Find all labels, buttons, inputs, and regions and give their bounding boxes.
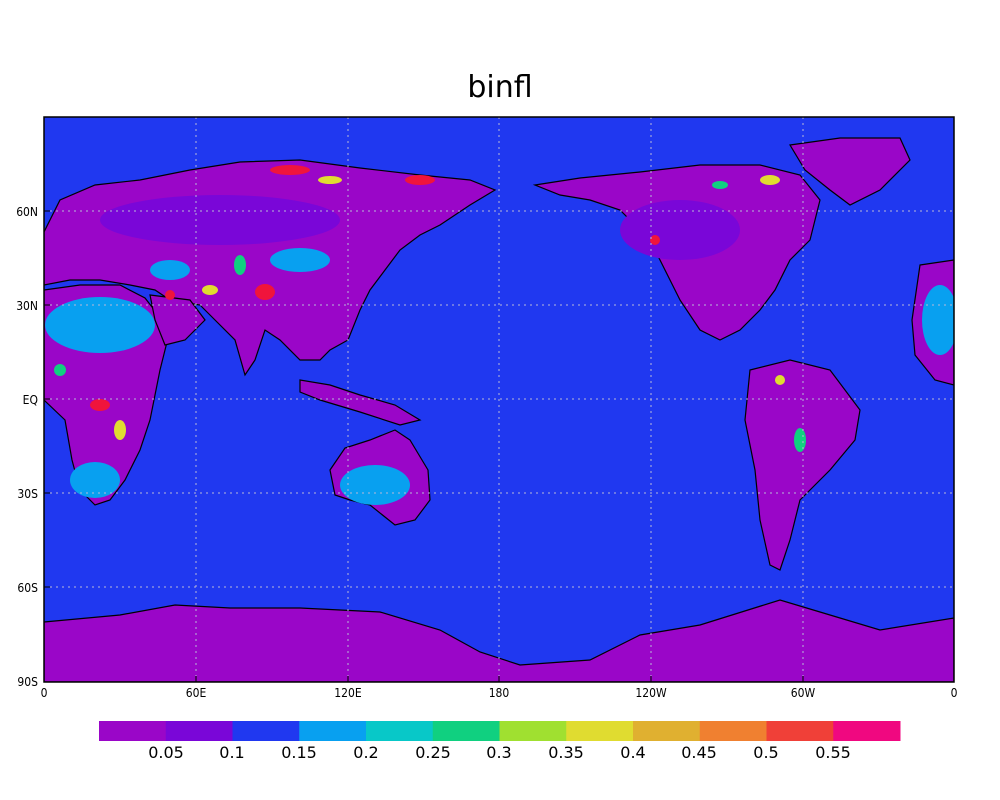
- colorbar-swatch: [232, 721, 300, 741]
- colorbar-label: 0.3: [486, 743, 511, 762]
- lat-label: 30S: [17, 487, 38, 501]
- value-patch: [775, 375, 785, 385]
- value-patch: [114, 420, 126, 440]
- lon-label: 120W: [635, 686, 667, 700]
- value-patch: [54, 364, 66, 376]
- lon-label: 60E: [186, 686, 207, 700]
- colorbar-swatch: [699, 721, 767, 741]
- value-patch: [340, 465, 410, 505]
- value-patch: [100, 195, 340, 245]
- lat-label: 60N: [16, 205, 38, 219]
- colorbar-label: 0.25: [415, 743, 451, 762]
- colorbar-swatch: [366, 721, 434, 741]
- colorbar-swatch: [299, 721, 367, 741]
- colorbar-swatch: [165, 721, 233, 741]
- arabia-land: [149, 294, 206, 346]
- value-patch: [712, 181, 728, 189]
- colorbar-label: 0.05: [148, 743, 184, 762]
- value-patch: [922, 285, 954, 355]
- grid-lines: [44, 117, 954, 682]
- value-patch: [234, 255, 246, 275]
- antarctica-land: [44, 599, 954, 682]
- value-patch: [202, 285, 218, 295]
- value-patch: [270, 248, 330, 272]
- colorbar-label: 0.55: [815, 743, 851, 762]
- value-patch: [318, 176, 342, 184]
- colorbar-swatch: [99, 721, 167, 741]
- colorbar-label: 0.45: [681, 743, 717, 762]
- colorbar-swatch: [432, 721, 500, 741]
- value-patch: [150, 260, 190, 280]
- greenland-land: [789, 137, 911, 206]
- colorbar: [99, 721, 901, 741]
- colorbar-label: 0.4: [620, 743, 645, 762]
- colorbar-label: 0.2: [353, 743, 378, 762]
- value-patch: [794, 428, 806, 452]
- lon-label: 0: [41, 686, 48, 700]
- colorbar-swatch: [566, 721, 634, 741]
- axis-ticks: [43, 210, 955, 683]
- lat-label: 90S: [17, 675, 38, 689]
- value-patch: [650, 235, 660, 245]
- indonesia-land: [299, 379, 422, 426]
- map-title: binfl: [467, 70, 533, 105]
- value-patch: [405, 175, 435, 185]
- value-patch: [620, 200, 740, 260]
- colorbar-swatch: [633, 721, 701, 741]
- value-patch: [70, 462, 120, 498]
- colorbar-label: 0.35: [548, 743, 584, 762]
- lon-label: 60W: [791, 686, 816, 700]
- colorbar-label: 0.15: [281, 743, 317, 762]
- colorbar-label: 0.1: [219, 743, 244, 762]
- colorbar-swatch: [833, 721, 901, 741]
- lon-label: 120E: [334, 686, 362, 700]
- value-patch: [270, 165, 310, 175]
- colorbar-labels: 0.05 0.1 0.15 0.2 0.25 0.3 0.35 0.4 0.45…: [148, 743, 851, 762]
- value-patch: [45, 297, 155, 353]
- value-patches: [45, 165, 954, 505]
- lat-axis-labels: 60N 30N EQ 30S 60S 90S: [16, 205, 38, 689]
- lon-label: 180: [489, 686, 510, 700]
- lon-label: 0: [951, 686, 958, 700]
- colorbar-swatch: [766, 721, 834, 741]
- lat-label: 30N: [16, 299, 38, 313]
- colorbar-label: 0.5: [753, 743, 778, 762]
- value-patch: [255, 284, 275, 300]
- value-patch: [165, 290, 175, 300]
- lon-axis-labels: 0 60E 120E 180 120W 60W 0: [41, 686, 958, 700]
- lat-label: 60S: [17, 581, 38, 595]
- value-patch: [760, 175, 780, 185]
- value-patch: [90, 399, 110, 411]
- lat-label: EQ: [23, 393, 38, 407]
- colorbar-swatch: [499, 721, 567, 741]
